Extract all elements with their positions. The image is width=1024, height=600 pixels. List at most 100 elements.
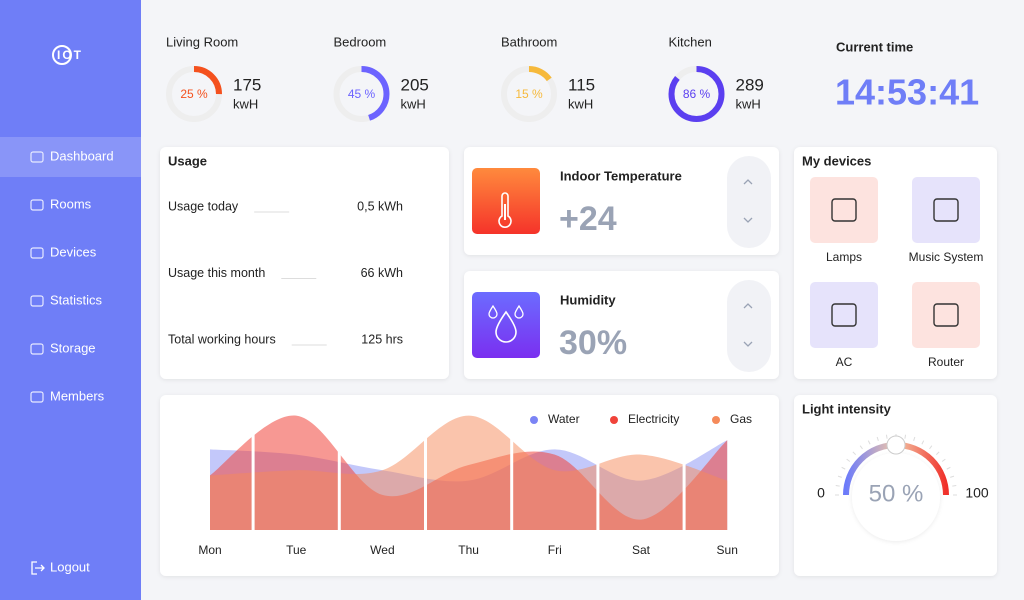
- gauge-tick: [885, 434, 888, 439]
- nav-item[interactable]: Dashboard: [50, 148, 114, 163]
- stepper-up[interactable]: [743, 303, 753, 309]
- room-energy: 175: [233, 75, 261, 94]
- room-unit: kwH: [401, 96, 426, 111]
- legend-label: Gas: [730, 412, 752, 426]
- device-icon: [831, 303, 857, 327]
- nav-item[interactable]: Rooms: [50, 196, 92, 211]
- climate-title: Indoor Temperature: [560, 168, 682, 183]
- gauge-tick: [950, 475, 955, 478]
- stepper-down[interactable]: [743, 341, 753, 347]
- thermometer-icon: [498, 192, 512, 228]
- device-icon: [933, 303, 959, 327]
- gauge-knob[interactable]: [886, 435, 906, 455]
- donut-arc: [166, 66, 222, 122]
- sidebar: [0, 0, 141, 600]
- device-label: Router: [928, 355, 964, 369]
- nav-icon: [30, 151, 44, 163]
- usage-value: 125 hrs: [361, 332, 403, 346]
- x-tick-label: Fri: [548, 543, 562, 557]
- legend-label: Electricity: [628, 412, 679, 426]
- nav-active: [0, 137, 141, 177]
- device-label: Lamps: [826, 250, 862, 264]
- gauge-tick: [835, 484, 840, 487]
- drops-icon: [488, 304, 524, 319]
- gauge-max: 100: [965, 485, 989, 501]
- card-title: My devices: [802, 153, 871, 168]
- room-name: Living Room: [166, 34, 238, 49]
- room-name: Bathroom: [501, 34, 557, 49]
- climate-icon-box: [472, 168, 540, 234]
- donut-label: 25 %: [180, 87, 208, 101]
- nav-icon: [30, 391, 44, 403]
- time-label: Current time: [836, 39, 913, 54]
- gauge-tick: [846, 458, 851, 462]
- time-value: 14:53:41: [835, 72, 979, 113]
- x-tick-label: Sat: [632, 543, 651, 557]
- usage-label: Usage this month: [168, 266, 265, 280]
- logo-ring: [52, 45, 72, 65]
- device-icon: [831, 198, 857, 222]
- gauge-value: 50 %: [869, 480, 924, 507]
- device-tile[interactable]: [810, 177, 878, 243]
- nav-icon: [30, 247, 44, 259]
- climate-card: [464, 271, 779, 379]
- gauge-min: 0: [817, 485, 825, 501]
- legend-dot: [530, 416, 538, 424]
- legend-label: Water: [548, 412, 580, 426]
- usage-card: [160, 147, 449, 379]
- x-tick-label: Mon: [198, 543, 221, 557]
- stepper-down[interactable]: [743, 217, 753, 223]
- nav-icon: [30, 295, 44, 307]
- usage-value: 66 kWh: [361, 266, 403, 280]
- stepper-up[interactable]: [743, 179, 753, 185]
- device-tile[interactable]: [912, 177, 980, 243]
- nav-item[interactable]: Storage: [50, 340, 96, 355]
- donut-label: 45 %: [348, 87, 376, 101]
- gauge-center: [852, 453, 940, 541]
- stepper: [727, 280, 771, 372]
- usage-label: Usage today: [168, 199, 239, 213]
- gauge-tick: [859, 445, 863, 450]
- donut-arc: [668, 66, 725, 122]
- room-energy: 115: [568, 75, 595, 94]
- room-unit: kwH: [736, 96, 761, 111]
- usage-value: 0,5 kWh: [357, 199, 403, 213]
- nav-item[interactable]: Members: [50, 388, 105, 403]
- device-label: AC: [836, 355, 853, 369]
- nav-item[interactable]: Statistics: [50, 292, 103, 307]
- legend-dot: [610, 416, 618, 424]
- x-tick-label: Sun: [717, 543, 738, 557]
- gauge-tick: [867, 440, 871, 445]
- gauge-tick: [946, 466, 951, 470]
- gauge-tick: [904, 434, 907, 439]
- legend-dot: [712, 416, 720, 424]
- gauge-tick: [837, 475, 842, 478]
- climate-value: +24: [559, 200, 617, 238]
- logo: IOT: [57, 48, 83, 62]
- room-name: Bedroom: [334, 34, 387, 49]
- climate-card: [464, 147, 779, 255]
- usage-label: Total working hours: [168, 332, 276, 346]
- gauge-tick: [876, 436, 879, 441]
- logout[interactable]: Logout: [50, 559, 90, 574]
- gauge-tick: [929, 445, 933, 450]
- donut-label: 15 %: [515, 87, 543, 101]
- device-tile[interactable]: [912, 282, 980, 348]
- card-title: Usage: [168, 153, 207, 168]
- donut-label: 86 %: [683, 87, 711, 101]
- drop-icon: [495, 310, 517, 343]
- gauge-tick: [935, 451, 940, 456]
- device-tile[interactable]: [810, 282, 878, 348]
- device-label: Music System: [909, 250, 984, 264]
- logout-icon: [31, 561, 45, 575]
- stepper: [727, 156, 771, 248]
- gauge-tick: [952, 484, 957, 487]
- room-unit: kwH: [233, 96, 258, 111]
- nav-item[interactable]: Devices: [50, 244, 97, 259]
- card-title: Light intensity: [802, 401, 892, 416]
- gauge-tick: [941, 458, 946, 462]
- x-tick-label: Wed: [370, 543, 394, 557]
- climate-icon-box: [472, 292, 540, 358]
